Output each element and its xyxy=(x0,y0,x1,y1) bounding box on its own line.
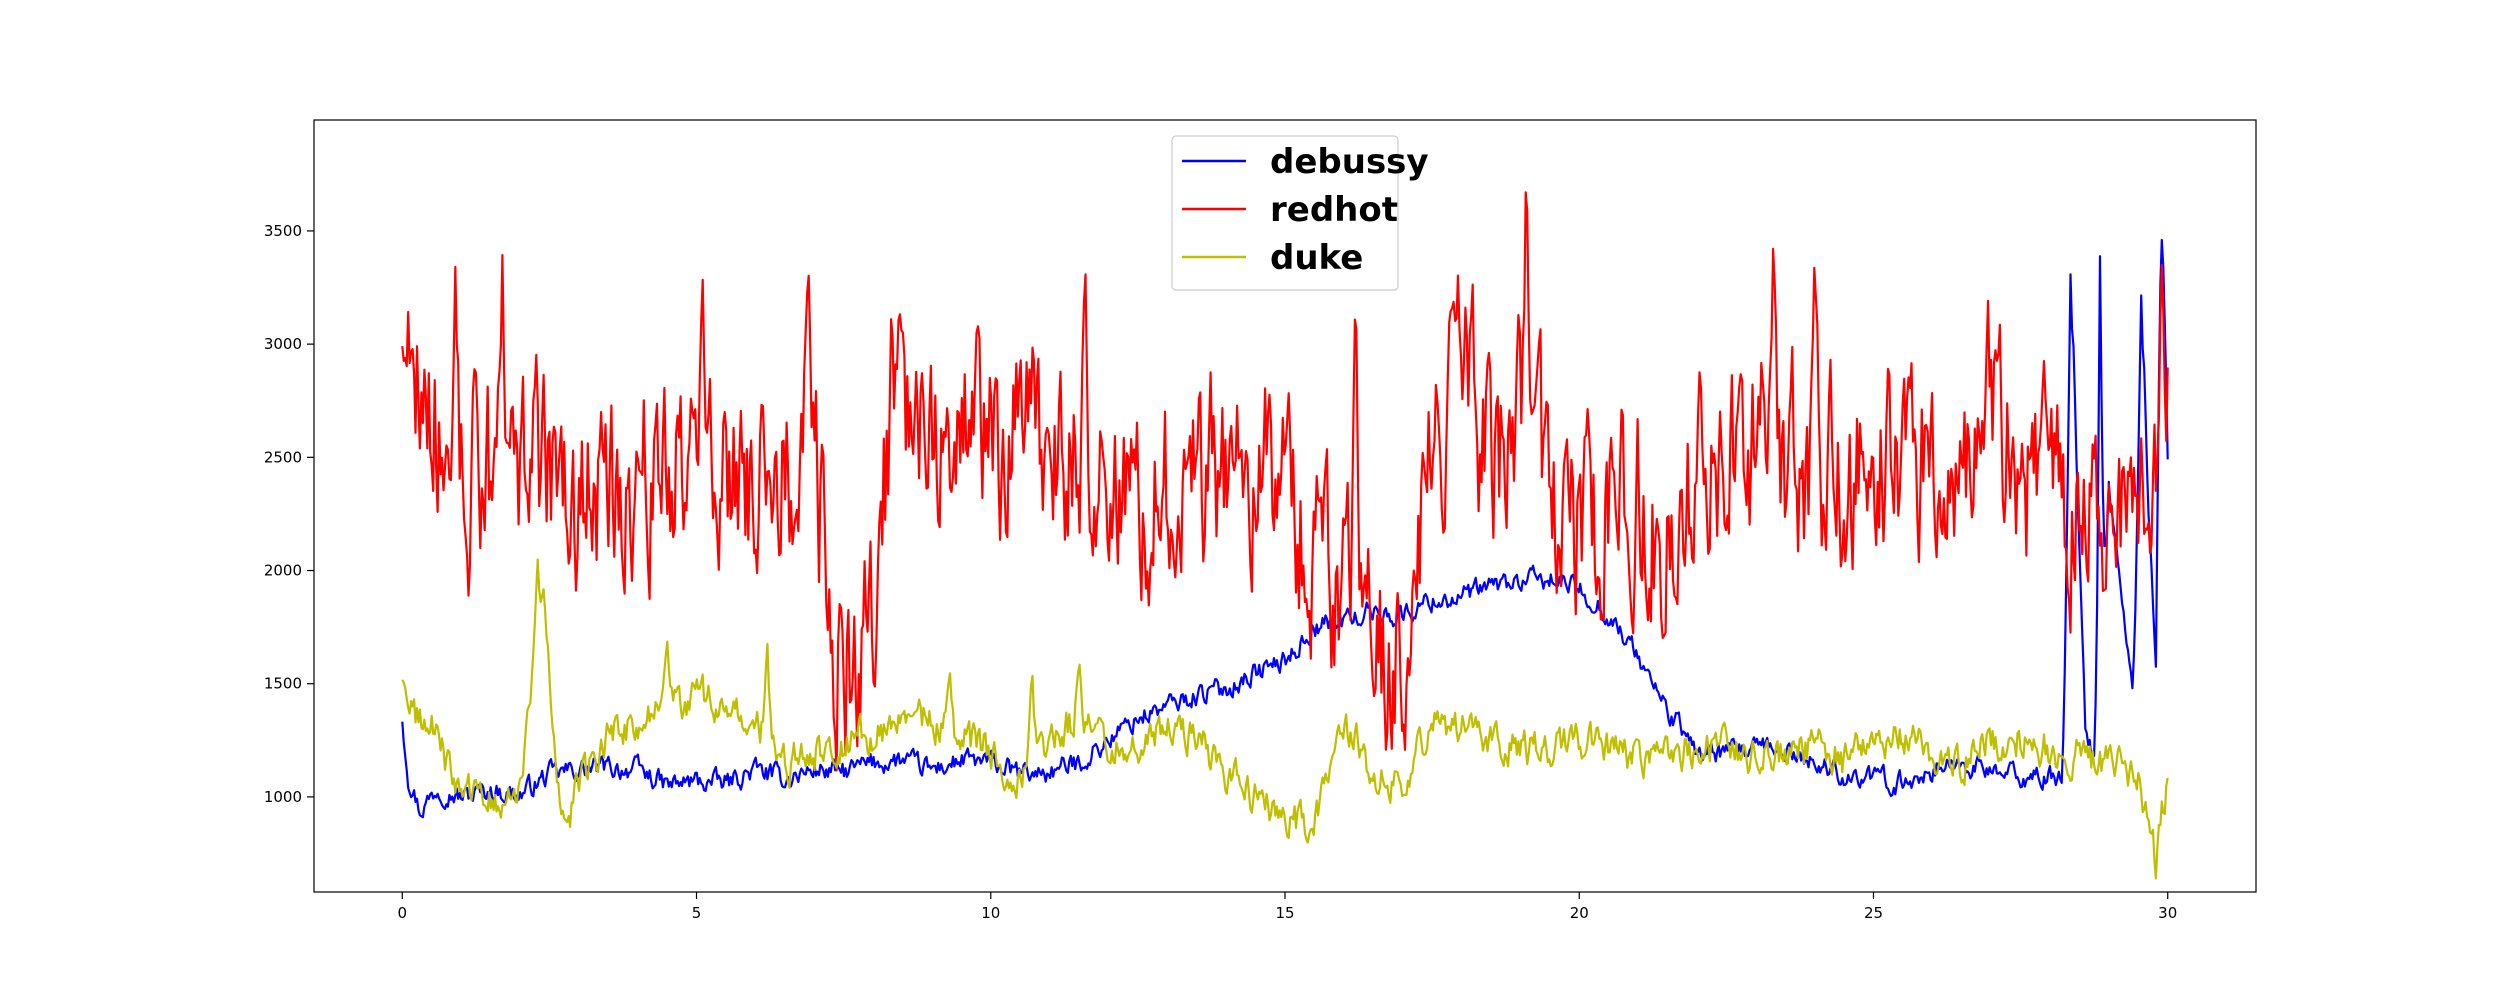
x-axis: 0 5 10 15 20 25 30 xyxy=(397,892,2177,922)
x-tick-label: 25 xyxy=(1864,904,1883,922)
y-tick-label: 1500 xyxy=(264,675,302,693)
y-axis: 1000 1500 2000 2500 3000 3500 xyxy=(264,222,314,806)
y-tick-label: 3500 xyxy=(264,222,302,240)
x-tick-label: 0 xyxy=(397,904,407,922)
legend-label-redhot: redhot xyxy=(1270,190,1398,230)
x-tick-label: 10 xyxy=(981,904,1000,922)
x-tick-label: 15 xyxy=(1275,904,1294,922)
y-tick-label: 2000 xyxy=(264,562,302,580)
y-tick-label: 3000 xyxy=(264,335,302,353)
legend: debussy redhot duke xyxy=(1171,135,1429,291)
x-tick-label: 30 xyxy=(2158,904,2177,922)
legend-label-duke: duke xyxy=(1270,238,1363,278)
legend-label-debussy: debussy xyxy=(1270,142,1429,182)
y-tick-label: 2500 xyxy=(264,448,302,466)
x-tick-label: 5 xyxy=(692,904,702,922)
legend-frame xyxy=(1171,135,1399,291)
series-layer xyxy=(401,191,2169,880)
series-line-duke xyxy=(401,558,2169,880)
series-line-redhot xyxy=(401,191,2169,772)
series-line-debussy xyxy=(401,238,2169,819)
x-tick-label: 20 xyxy=(1570,904,1589,922)
y-tick-label: 1000 xyxy=(264,788,302,806)
